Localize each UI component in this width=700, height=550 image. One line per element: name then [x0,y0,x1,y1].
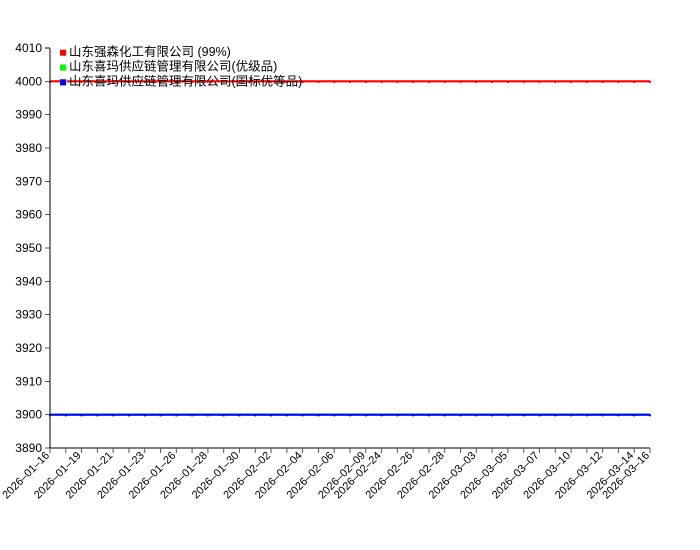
svg-text:3920: 3920 [15,341,42,355]
svg-text:3930: 3930 [15,308,42,322]
svg-text:3960: 3960 [15,208,42,222]
svg-text:4010: 4010 [15,41,42,55]
svg-text:山东强森化工有限公司 (99%): 山东强森化工有限公司 (99%) [69,44,231,59]
svg-text:3940: 3940 [15,274,42,288]
svg-text:3990: 3990 [15,108,42,122]
svg-text:山东喜玛供应链管理有限公司(优级品): 山东喜玛供应链管理有限公司(优级品) [69,59,277,74]
svg-text:山东喜玛供应链管理有限公司(国标优等品): 山东喜玛供应链管理有限公司(国标优等品) [69,74,302,89]
svg-text:3890: 3890 [15,441,42,455]
svg-text:3910: 3910 [15,374,42,388]
svg-text:4000: 4000 [15,74,42,88]
svg-text:3970: 3970 [15,174,42,188]
svg-text:3900: 3900 [15,408,42,422]
svg-text:3980: 3980 [15,141,42,155]
svg-text:3950: 3950 [15,241,42,255]
